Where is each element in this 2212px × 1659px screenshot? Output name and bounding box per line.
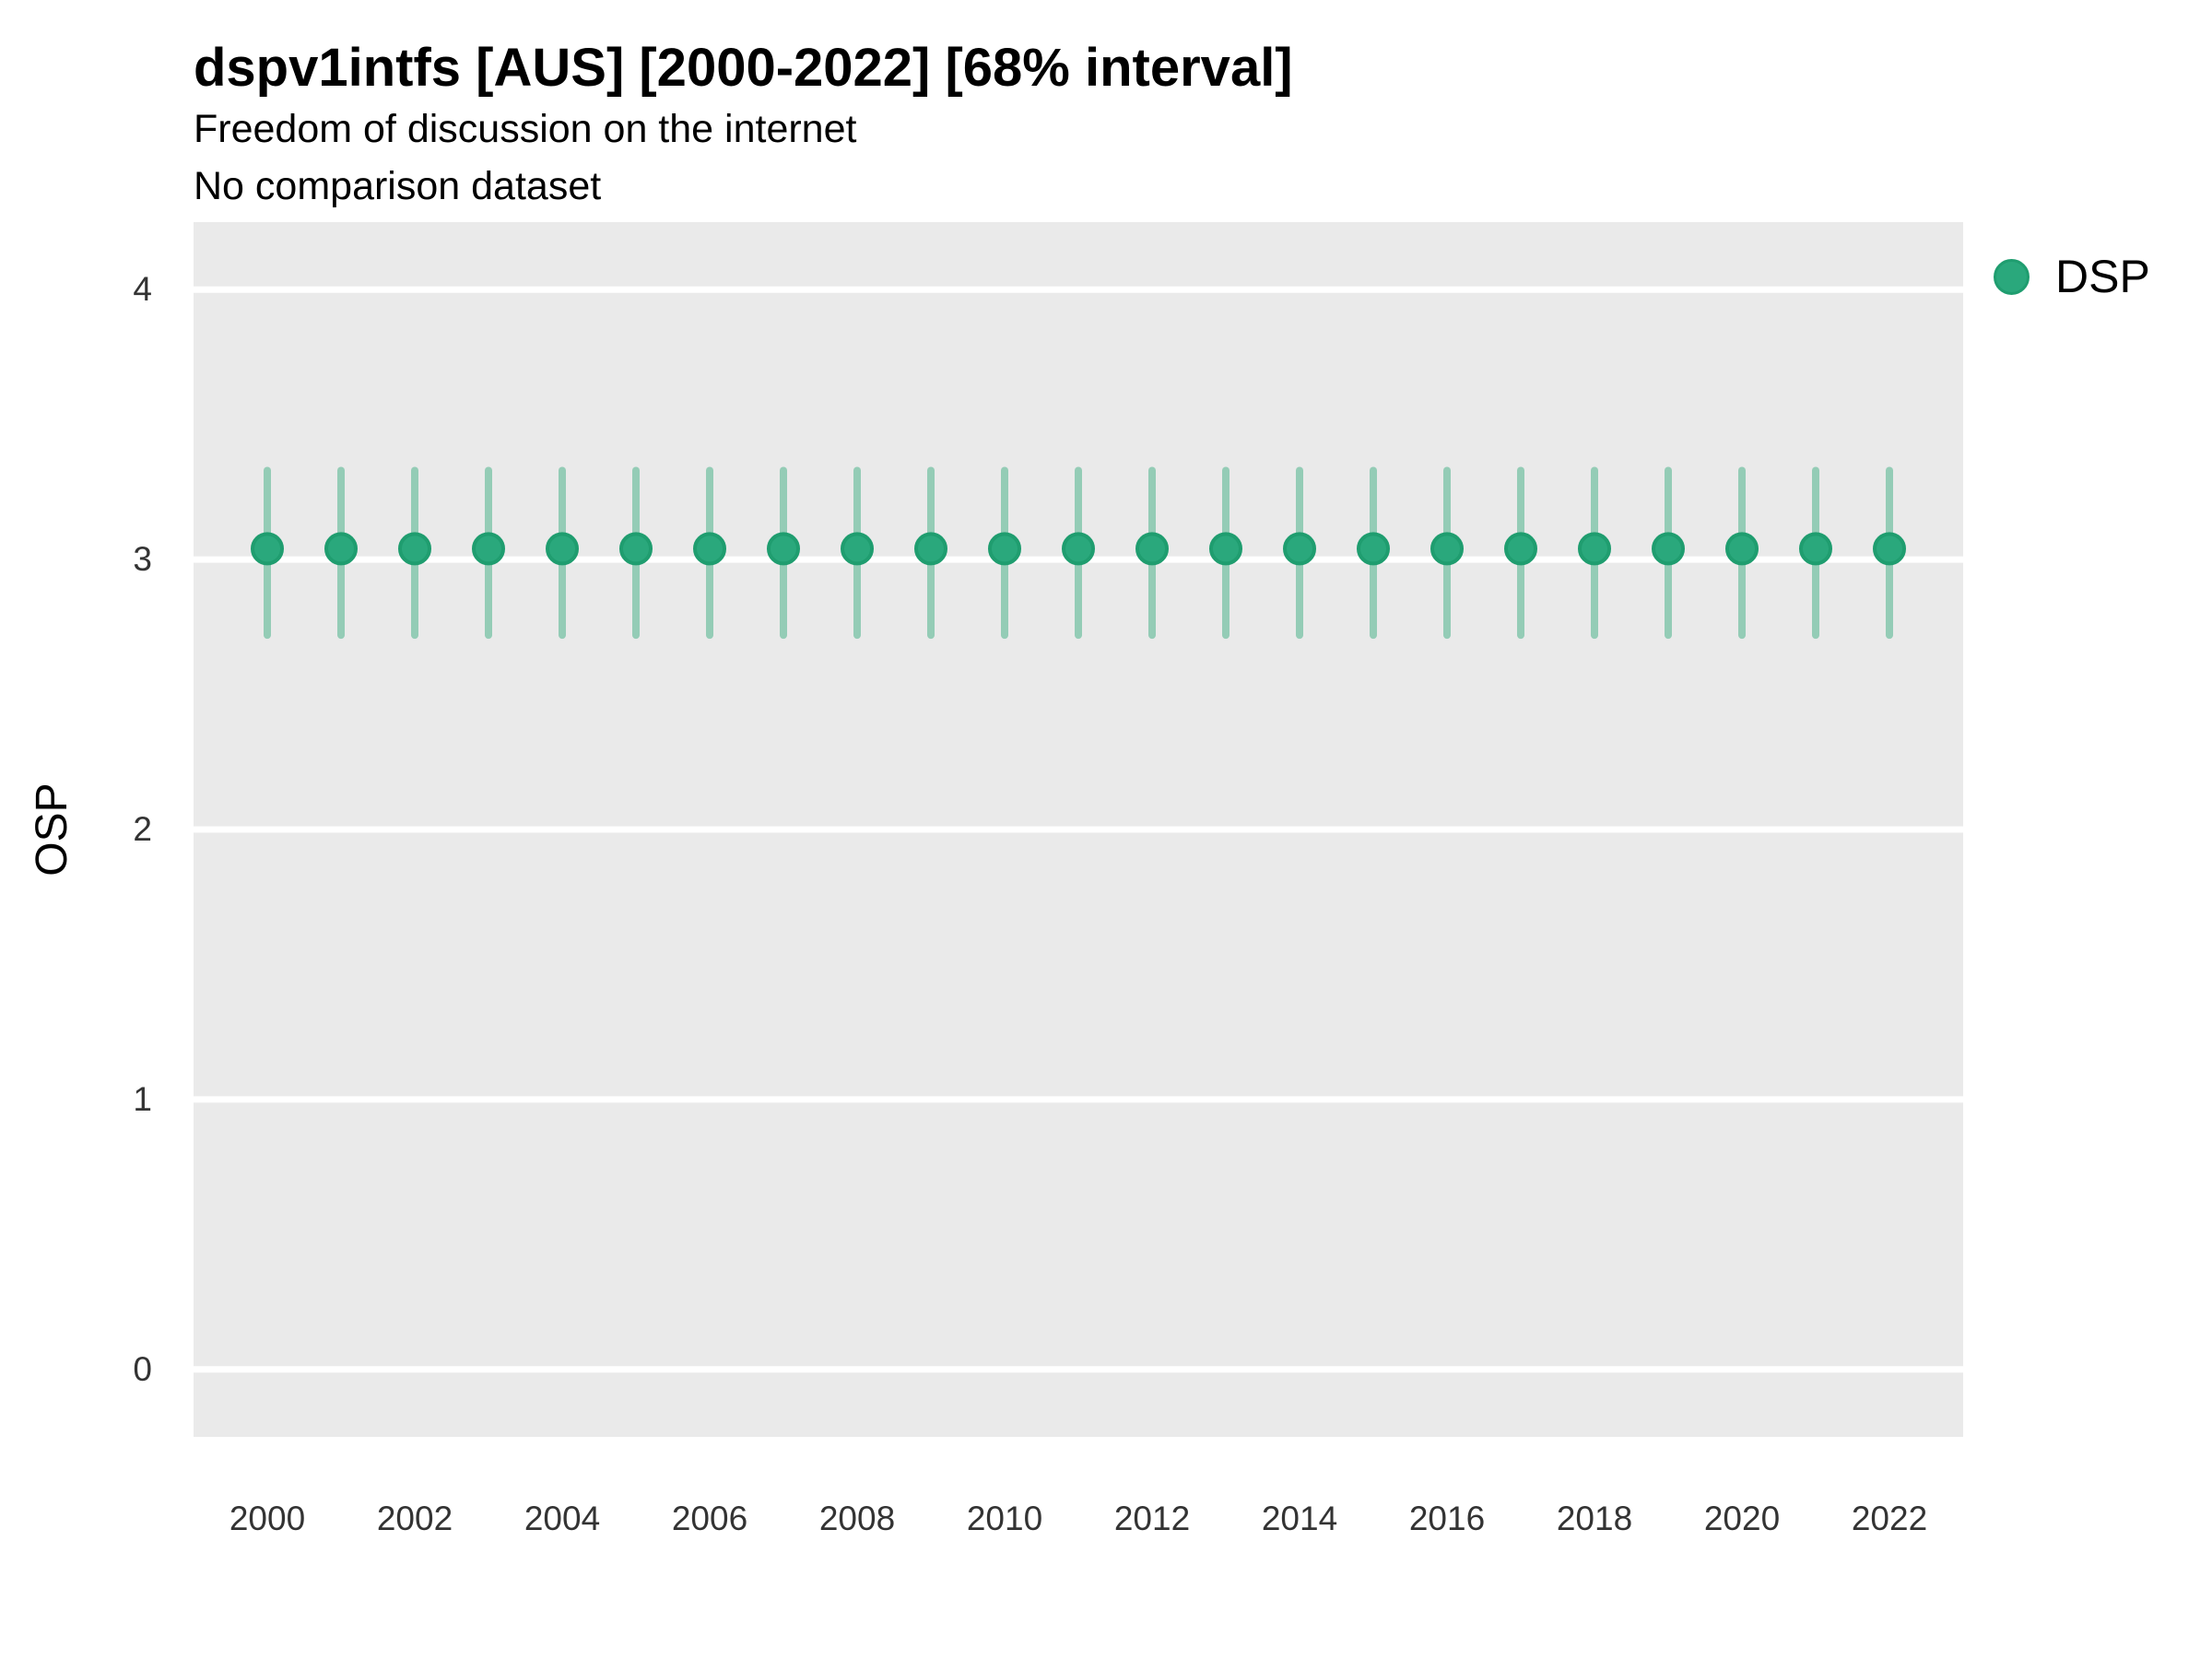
data-point-2012 <box>1135 532 1169 566</box>
y-tick-label-4: 4 <box>133 270 152 309</box>
y-tick-label-2: 2 <box>133 810 152 848</box>
y-tick-label-1: 1 <box>133 1079 152 1118</box>
x-tick-label-2004: 2004 <box>524 1500 601 1537</box>
data-point-2005 <box>619 532 653 566</box>
data-point-2000 <box>251 532 284 566</box>
data-point-2014 <box>1283 532 1316 566</box>
x-tick-label-2002: 2002 <box>376 1500 453 1537</box>
x-tick-label-2012: 2012 <box>1113 1500 1191 1537</box>
x-tick-label-2018: 2018 <box>1556 1500 1633 1537</box>
x-tick-label-2016: 2016 <box>1408 1500 1486 1537</box>
legend: DSP <box>1994 251 2150 302</box>
data-point-2004 <box>546 532 579 566</box>
data-point-2022 <box>1873 532 1906 566</box>
plot-panel <box>194 222 1963 1437</box>
x-tick-label-2014: 2014 <box>1261 1500 1338 1537</box>
data-point-2011 <box>1062 532 1095 566</box>
data-point-2009 <box>914 532 947 566</box>
data-point-2021 <box>1799 532 1832 566</box>
data-point-2003 <box>472 532 505 566</box>
x-tick-label-2006: 2006 <box>671 1500 748 1537</box>
data-point-2013 <box>1209 532 1242 566</box>
data-point-2001 <box>324 532 358 566</box>
y-tick-label-0: 0 <box>133 1349 152 1388</box>
data-point-2010 <box>988 532 1021 566</box>
x-tick-label-2020: 2020 <box>1703 1500 1781 1537</box>
chart-subtitle: Freedom of discussion on the internet <box>194 107 857 151</box>
data-point-2008 <box>841 532 874 566</box>
data-point-2017 <box>1504 532 1537 566</box>
data-point-2015 <box>1357 532 1390 566</box>
data-point-2002 <box>398 532 431 566</box>
legend-marker-dsp <box>1994 258 2030 295</box>
x-tick-label-2008: 2008 <box>818 1500 896 1537</box>
x-tick-label-2022: 2022 <box>1851 1500 1928 1537</box>
x-tick-label-2010: 2010 <box>966 1500 1043 1537</box>
chart-note: No comparison dataset <box>194 164 602 208</box>
data-point-2006 <box>693 532 726 566</box>
plot-svg <box>194 286 1963 1373</box>
data-point-2007 <box>767 532 800 566</box>
x-tick-label-2000: 2000 <box>229 1500 306 1537</box>
legend-label-dsp: DSP <box>2055 251 2150 302</box>
data-point-2016 <box>1430 532 1464 566</box>
data-point-2018 <box>1578 532 1611 566</box>
chart-title: dspv1intfs [AUS] [2000-2022] [68% interv… <box>194 38 1293 98</box>
y-tick-label-3: 3 <box>133 540 152 579</box>
data-point-2020 <box>1725 532 1759 566</box>
data-point-2019 <box>1652 532 1685 566</box>
